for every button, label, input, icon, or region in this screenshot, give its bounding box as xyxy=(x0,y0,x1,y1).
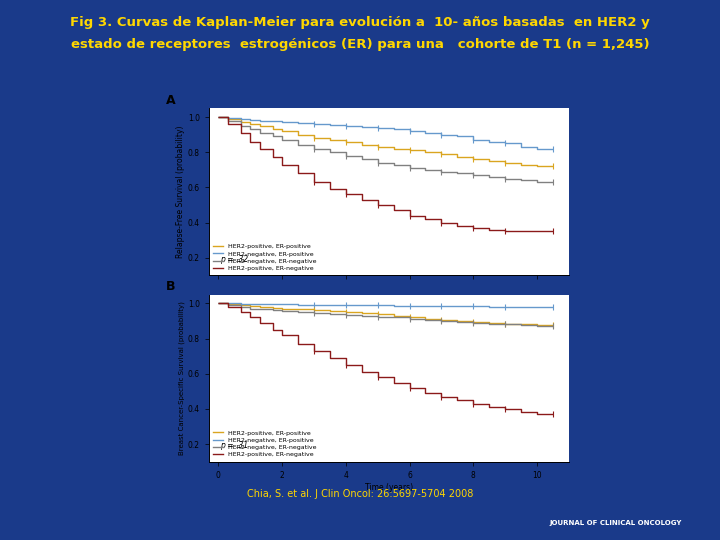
Y-axis label: Breast Cancer-Specific Survival (probability): Breast Cancer-Specific Survival (probabi… xyxy=(179,301,185,455)
Y-axis label: Relapse-Free Survival (probability): Relapse-Free Survival (probability) xyxy=(176,126,185,258)
Text: A: A xyxy=(166,93,175,106)
Text: B: B xyxy=(166,280,175,293)
Legend: HER2-positive, ER-positive, HER2-negative, ER-positive, HER2-negative, ER-negati: HER2-positive, ER-positive, HER2-negativ… xyxy=(212,429,318,458)
Text: p = .31: p = .31 xyxy=(220,441,248,450)
Text: Chia, S. et al. J Clin Oncol: 26:5697-5704 2008: Chia, S. et al. J Clin Oncol: 26:5697-57… xyxy=(247,489,473,499)
Legend: HER2-positive, ER-positive, HER2-negative, ER-positive, HER2-negative, ER-negati: HER2-positive, ER-positive, HER2-negativ… xyxy=(212,242,318,272)
Text: JOURNAL OF CLINICAL ONCOLOGY: JOURNAL OF CLINICAL ONCOLOGY xyxy=(549,520,682,526)
Text: Fig 3. Curvas de Kaplan-Meier para evolución a  10- años basadas  en HER2 y: Fig 3. Curvas de Kaplan-Meier para evolu… xyxy=(70,16,650,29)
X-axis label: Time (years): Time (years) xyxy=(365,483,413,491)
Text: estado de receptores  estrogénicos (ER) para una   cohorte de T1 (n = 1,245): estado de receptores estrogénicos (ER) p… xyxy=(71,38,649,51)
Text: p = .32: p = .32 xyxy=(220,255,248,264)
